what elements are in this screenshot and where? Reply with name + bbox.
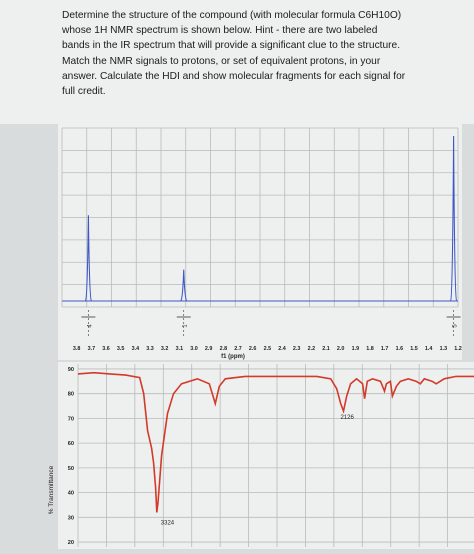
nmr-x-tick-label: 3.3 (146, 346, 154, 352)
nmr-x-tick-label: 3.8 (73, 346, 81, 352)
ir-y-tick-label: 70 (68, 416, 74, 422)
ir-y-axis-label: % Transmittance (48, 465, 55, 514)
nmr-integration-value: 4 (87, 324, 93, 328)
nmr-x-tick-label: 2.3 (293, 346, 301, 352)
nmr-integrations: 4 1 5 (81, 310, 461, 336)
nmr-x-ticks: 3.8 3.7 3.6 3.5 3.4 3.3 3.2 3.1 3.0 2.9 2.8 2.7 2.6 2… (73, 346, 462, 352)
nmr-x-tick-label: 2.4 (278, 346, 286, 352)
nmr-x-tick-label: 1.6 (396, 346, 404, 352)
ir-annotation-label: 3324 (161, 520, 175, 526)
nmr-x-tick-label: 2.5 (264, 346, 272, 352)
nmr-x-tick-label: 3.0 (190, 346, 198, 352)
ir-y-tick-label: 20 (68, 540, 74, 546)
ir-spectrum-panel: 90 80 70 60 50 40 30 20 3324 2126 (58, 362, 474, 549)
question-text: Determine the structure of the compound … (62, 10, 406, 98)
nmr-peak (180, 269, 188, 302)
nmr-x-tick-label: 1.9 (352, 346, 360, 352)
nmr-x-tick-label: 3.4 (132, 346, 140, 352)
nmr-x-tick-label: 3.6 (102, 346, 110, 352)
question-panel: Determine the structure of the compound … (0, 0, 474, 124)
nmr-x-tick-label: 2.7 (234, 346, 242, 352)
ir-annotations: 3324 2126 (161, 415, 355, 526)
nmr-x-tick-label: 3.2 (161, 346, 169, 352)
nmr-peaks (62, 135, 458, 302)
ir-spectrum-chart: 90 80 70 60 50 40 30 20 3324 2126 (68, 364, 474, 547)
nmr-integration-value: 1 (183, 324, 189, 328)
ir-y-tick-label: 90 (68, 367, 74, 373)
ir-grid (77, 364, 474, 547)
nmr-peak (84, 215, 92, 302)
ir-y-tick-label: 50 (68, 466, 74, 472)
ir-spectrum-line (77, 371, 474, 513)
nmr-x-tick-label: 1.3 (440, 346, 448, 352)
nmr-spectrum-panel: 4 1 5 3.8 3.7 3.6 3.5 3.4 3.3 3.2 3.1 3.0 2.9 2.8 2.7… (58, 124, 462, 360)
nmr-x-tick-label: 3.7 (88, 346, 96, 352)
nmr-x-tick-label: 1.7 (381, 346, 389, 352)
nmr-x-axis-label: f1 (ppm) (221, 354, 245, 360)
nmr-x-tick-label: 1.8 (366, 346, 374, 352)
nmr-x-tick-label: 2.2 (308, 346, 316, 352)
ir-y-axis-label-wrap: % Transmittance (48, 465, 55, 514)
ir-y-tick-label: 60 (68, 441, 74, 447)
nmr-x-tick-label: 3.5 (117, 346, 125, 352)
nmr-integration-value: 5 (453, 324, 459, 328)
nmr-grid (61, 127, 459, 308)
nmr-x-tick-label: 3.1 (176, 346, 184, 352)
ir-y-tick-label: 30 (68, 515, 74, 521)
ir-y-tick-label: 80 (68, 392, 74, 398)
ir-annotation-label: 2126 (340, 415, 354, 421)
nmr-x-tick-label: 1.4 (425, 346, 433, 352)
nmr-spectrum-chart: 4 1 5 3.8 3.7 3.6 3.5 3.4 3.3 3.2 3.1 3.0 2.9 2.8 2.7… (61, 127, 462, 360)
nmr-x-tick-label: 2.9 (205, 346, 213, 352)
nmr-peak (450, 135, 458, 302)
ir-y-ticks: 90 80 70 60 50 40 30 20 (68, 367, 74, 546)
nmr-x-tick-label: 2.6 (249, 346, 257, 352)
nmr-x-tick-label: 2.0 (337, 346, 345, 352)
nmr-x-tick-label: 1.2 (454, 346, 462, 352)
nmr-x-tick-label: 2.1 (322, 346, 330, 352)
ir-y-tick-label: 40 (68, 491, 74, 497)
nmr-x-tick-label: 2.8 (220, 346, 228, 352)
nmr-x-tick-label: 1.5 (410, 346, 418, 352)
